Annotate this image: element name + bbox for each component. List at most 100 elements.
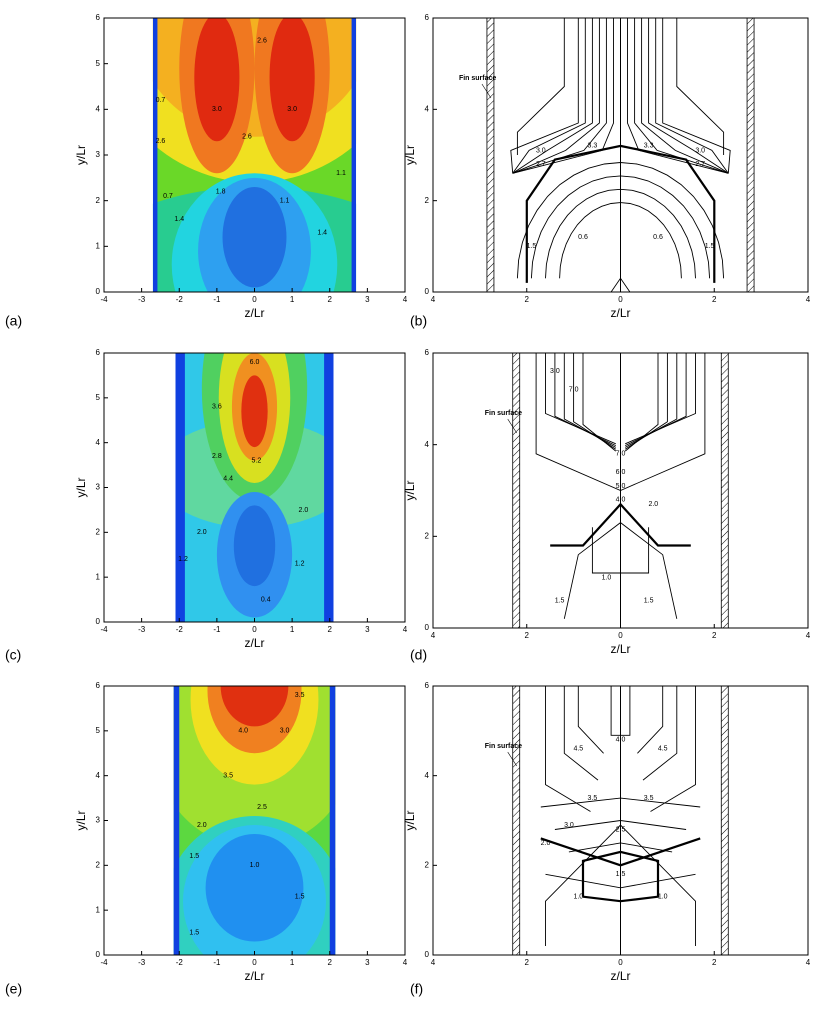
y-tick-label: 1 bbox=[96, 241, 101, 250]
x-axis-label: z/Lr bbox=[244, 636, 264, 650]
x-tick-label: 0 bbox=[252, 958, 257, 967]
x-axis-label: z/Lr bbox=[610, 306, 630, 320]
contour-label: 3.6 bbox=[212, 404, 222, 411]
contour-label: 2.0 bbox=[541, 840, 551, 847]
panel-label: (f) bbox=[410, 981, 423, 997]
y-axis-label: y/Lr bbox=[403, 810, 417, 830]
x-tick-label: -1 bbox=[213, 295, 221, 304]
contour-line bbox=[563, 686, 599, 781]
y-axis-label: y/Lr bbox=[403, 145, 417, 165]
x-tick-label: -2 bbox=[176, 295, 184, 304]
x-tick-label: 2 bbox=[525, 631, 530, 640]
x-tick-label: 0 bbox=[252, 625, 257, 634]
contour-label: 1.5 bbox=[705, 243, 715, 250]
panel: 3.0 3.0 2.6 2.6 2.6 1.8 1.1 1.4 0.7 0.7 1.4 1.1 -4 -3… bbox=[5, 13, 408, 329]
x-tick-label: 1 bbox=[290, 958, 295, 967]
field-edge bbox=[175, 353, 185, 622]
y-tick-label: 2 bbox=[425, 860, 430, 869]
y-tick-label: 4 bbox=[425, 440, 430, 449]
contour-label: 3.0 bbox=[536, 147, 546, 154]
contour-line bbox=[512, 18, 614, 174]
contour-label: 2.7 bbox=[695, 161, 705, 168]
field-band bbox=[194, 18, 240, 142]
x-tick-label: -3 bbox=[138, 625, 146, 634]
contour-line bbox=[625, 353, 687, 447]
contour-label: 1.1 bbox=[280, 198, 290, 205]
x-tick-label: 2 bbox=[525, 295, 530, 304]
contour-label: 2.0 bbox=[299, 507, 309, 514]
x-tick-label: 1 bbox=[290, 295, 295, 304]
contour-label: 1.4 bbox=[174, 216, 184, 223]
panel-label: (b) bbox=[410, 313, 427, 329]
x-tick-label: 0 bbox=[618, 631, 623, 640]
contour-label: 2.0 bbox=[197, 529, 207, 536]
field-edge bbox=[152, 18, 158, 292]
fin-leader bbox=[481, 83, 492, 99]
panel: Fin surface 7.0 7.0 6.0 5.0 4.0 3.0 2.0 1.0 1.5 1.… bbox=[403, 348, 811, 663]
x-tick-label: 4 bbox=[403, 625, 408, 634]
contour-label: 1.2 bbox=[295, 561, 305, 568]
y-tick-label: 0 bbox=[425, 287, 430, 296]
x-tick-label: -4 bbox=[100, 295, 108, 304]
contour-label: 1.0 bbox=[573, 894, 583, 901]
fin-surface bbox=[746, 17, 755, 293]
panel: Fin surface 3.3 3.3 3.0 3.0 2.7 2.7 0.6 0.6 1.5 1.… bbox=[403, 13, 811, 329]
x-tick-label: 2 bbox=[328, 295, 333, 304]
contour-label: 1.5 bbox=[189, 929, 199, 936]
contour-label: 2.6 bbox=[156, 138, 166, 145]
fin-label: Fin surface bbox=[485, 410, 522, 417]
y-axis-label: y/Lr bbox=[74, 477, 88, 497]
fin-label: Fin surface bbox=[485, 743, 522, 750]
contour-label: 1.5 bbox=[616, 871, 626, 878]
y-tick-label: 4 bbox=[425, 771, 430, 780]
contour-label: 2.5 bbox=[616, 826, 626, 833]
panel: 6.0 5.2 4.4 3.6 2.8 2.0 2.0 1.2 1.2 0.4 -4 -3 -2 -1 0 1… bbox=[5, 348, 408, 663]
contour-label: 3.5 bbox=[223, 773, 233, 780]
y-tick-label: 2 bbox=[96, 860, 101, 869]
contour-label: 4.5 bbox=[658, 746, 668, 753]
x-tick-label: 3 bbox=[365, 625, 370, 634]
field bbox=[152, 18, 357, 292]
contour-label: 2.0 bbox=[648, 501, 658, 508]
contour-label: 1.5 bbox=[295, 894, 305, 901]
x-tick-label: 2 bbox=[328, 958, 333, 967]
contour-label: 1.1 bbox=[336, 170, 346, 177]
fin-leader bbox=[507, 418, 517, 434]
contour-label: 2.6 bbox=[257, 38, 267, 45]
y-tick-label: 6 bbox=[425, 13, 430, 22]
contour-label: 3.3 bbox=[644, 143, 654, 150]
y-tick-label: 5 bbox=[96, 59, 101, 68]
x-tick-label: 4 bbox=[403, 958, 408, 967]
contour-line bbox=[512, 18, 600, 174]
x-axis-label: z/Lr bbox=[610, 969, 630, 983]
contour-label: 3.5 bbox=[644, 795, 654, 802]
x-tick-label: 2 bbox=[525, 958, 530, 967]
field-band bbox=[269, 18, 315, 142]
field-band bbox=[233, 505, 276, 587]
contour-label: 1.5 bbox=[527, 243, 537, 250]
contour-line bbox=[625, 353, 696, 445]
contour-label: 1.8 bbox=[216, 188, 226, 195]
contour-label: 7.0 bbox=[616, 451, 626, 458]
contour-label: 6.0 bbox=[616, 469, 626, 476]
contour-line bbox=[545, 686, 591, 812]
contour-label: 4.5 bbox=[573, 746, 583, 753]
y-tick-label: 0 bbox=[96, 287, 101, 296]
contour-line bbox=[512, 18, 593, 174]
field-edge bbox=[351, 18, 357, 292]
panel: Fin surface 4.5 4.5 4.0 3.5 3.5 3.0 2.5 2.0 1.5 1.… bbox=[403, 681, 811, 997]
contour-label: 1.2 bbox=[178, 556, 188, 563]
y-tick-label: 3 bbox=[96, 816, 101, 825]
contour-label: 7.0 bbox=[569, 387, 579, 394]
x-tick-label: 4 bbox=[431, 631, 436, 640]
y-tick-label: 4 bbox=[96, 771, 101, 780]
contour-line bbox=[655, 18, 729, 174]
x-axis-label: z/Lr bbox=[244, 969, 264, 983]
contour-line bbox=[512, 18, 607, 174]
contour-label: 4.0 bbox=[616, 497, 626, 504]
y-tick-label: 2 bbox=[425, 531, 430, 540]
contour-label: 3.0 bbox=[280, 728, 290, 735]
contour-label: 1.4 bbox=[317, 229, 327, 236]
contour-line bbox=[648, 18, 729, 174]
x-tick-label: -4 bbox=[100, 625, 108, 634]
